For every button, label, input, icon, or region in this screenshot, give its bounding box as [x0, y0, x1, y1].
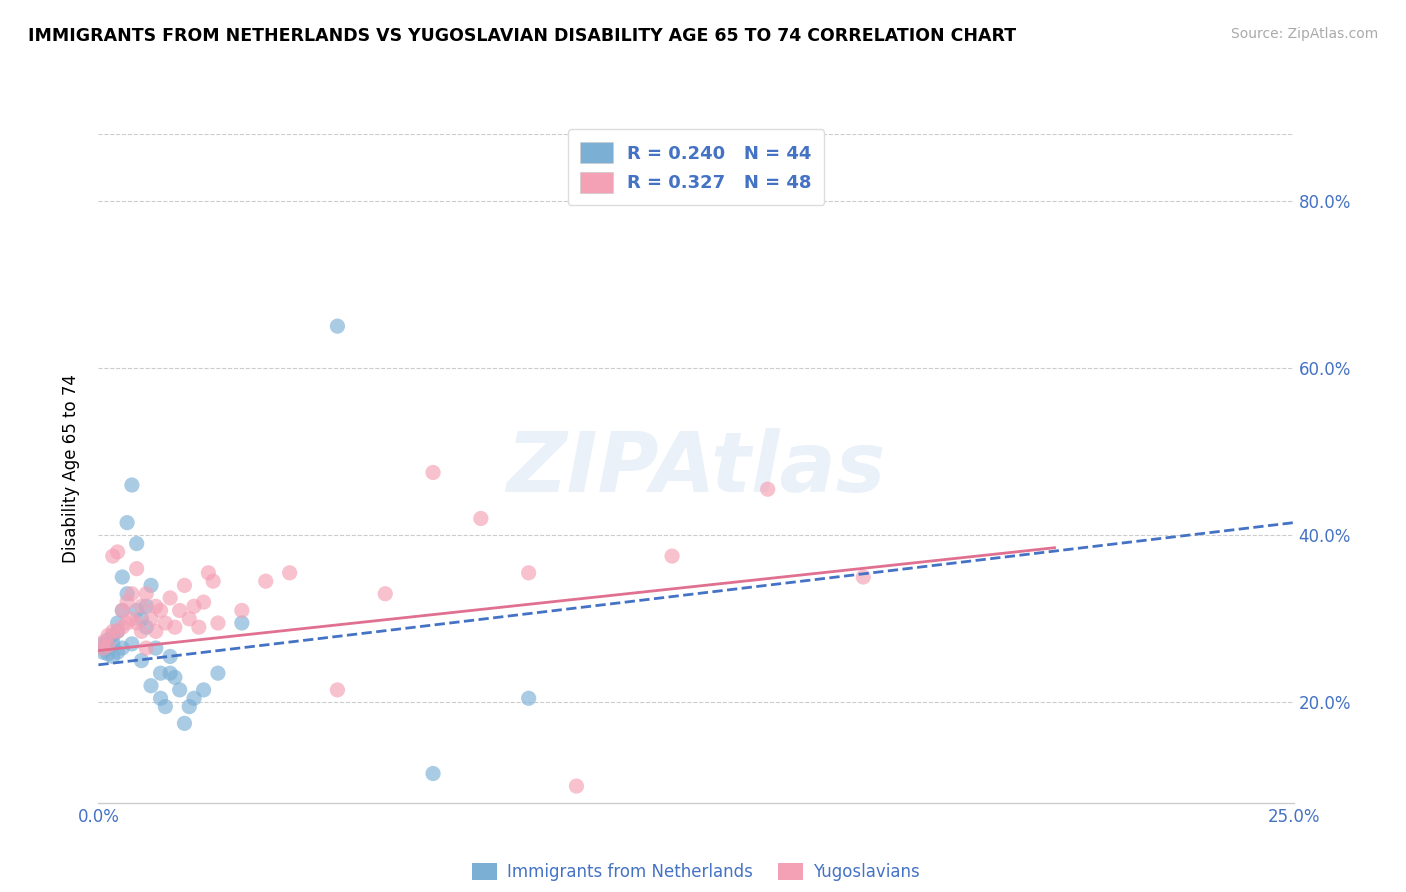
Point — [111, 603, 134, 617]
Point — [145, 624, 167, 639]
Point — [207, 666, 229, 681]
Point — [91, 637, 114, 651]
Point — [101, 635, 124, 649]
Point — [125, 603, 148, 617]
Point — [115, 516, 138, 530]
Point — [193, 682, 215, 697]
Point — [91, 641, 114, 656]
Text: Source: ZipAtlas.com: Source: ZipAtlas.com — [1230, 27, 1378, 41]
Point — [91, 635, 114, 649]
Point — [661, 549, 683, 563]
Point — [155, 699, 177, 714]
Point — [183, 691, 205, 706]
Point — [326, 319, 349, 334]
Point — [159, 666, 181, 681]
Point — [97, 639, 120, 653]
Legend: Immigrants from Netherlands, Yugoslavians: Immigrants from Netherlands, Yugoslavian… — [465, 856, 927, 888]
Point — [111, 620, 134, 634]
Point — [131, 599, 153, 614]
Point — [121, 587, 143, 601]
Point — [91, 641, 114, 656]
Point — [135, 641, 157, 656]
Point — [155, 615, 177, 630]
Point — [97, 647, 120, 661]
Point — [183, 599, 205, 614]
Point — [374, 587, 396, 601]
Point — [197, 566, 219, 580]
Point — [470, 511, 492, 525]
Point — [326, 682, 349, 697]
Point — [125, 615, 148, 630]
Point — [207, 615, 229, 630]
Point — [756, 482, 779, 496]
Point — [231, 603, 253, 617]
Point — [97, 632, 120, 647]
Point — [187, 620, 209, 634]
Point — [135, 587, 157, 601]
Point — [101, 649, 124, 664]
Point — [193, 595, 215, 609]
Point — [173, 578, 195, 592]
Point — [131, 624, 153, 639]
Point — [139, 612, 162, 626]
Point — [91, 645, 114, 659]
Text: IMMIGRANTS FROM NETHERLANDS VS YUGOSLAVIAN DISABILITY AGE 65 TO 74 CORRELATION C: IMMIGRANTS FROM NETHERLANDS VS YUGOSLAVI… — [28, 27, 1017, 45]
Point — [131, 654, 153, 668]
Point — [131, 612, 153, 626]
Point — [107, 624, 129, 639]
Point — [163, 620, 186, 634]
Point — [179, 612, 201, 626]
Point — [115, 595, 138, 609]
Point — [517, 691, 540, 706]
Point — [202, 574, 225, 589]
Point — [135, 620, 157, 634]
Point — [107, 545, 129, 559]
Point — [139, 679, 162, 693]
Point — [565, 779, 588, 793]
Point — [101, 628, 124, 642]
Point — [169, 603, 191, 617]
Y-axis label: Disability Age 65 to 74: Disability Age 65 to 74 — [62, 374, 80, 563]
Point — [145, 641, 167, 656]
Point — [135, 599, 157, 614]
Point — [422, 466, 444, 480]
Point — [125, 536, 148, 550]
Point — [179, 699, 201, 714]
Point — [125, 562, 148, 576]
Point — [97, 639, 120, 653]
Point — [139, 578, 162, 592]
Point — [159, 591, 181, 605]
Point — [422, 766, 444, 780]
Point — [101, 549, 124, 563]
Point — [107, 645, 129, 659]
Point — [107, 624, 129, 639]
Point — [101, 624, 124, 639]
Point — [97, 628, 120, 642]
Point — [111, 603, 134, 617]
Point — [111, 641, 134, 656]
Text: ZIPAtlas: ZIPAtlas — [506, 428, 886, 508]
Point — [115, 587, 138, 601]
Point — [278, 566, 301, 580]
Point — [254, 574, 277, 589]
Point — [149, 691, 172, 706]
Point — [173, 716, 195, 731]
Point — [169, 682, 191, 697]
Point — [111, 570, 134, 584]
Point — [145, 599, 167, 614]
Point — [163, 670, 186, 684]
Point — [107, 615, 129, 630]
Point — [121, 637, 143, 651]
Point — [149, 666, 172, 681]
Point — [517, 566, 540, 580]
Point — [149, 603, 172, 617]
Point — [231, 615, 253, 630]
Point — [159, 649, 181, 664]
Point — [852, 570, 875, 584]
Point — [115, 615, 138, 630]
Point — [121, 478, 143, 492]
Point — [121, 612, 143, 626]
